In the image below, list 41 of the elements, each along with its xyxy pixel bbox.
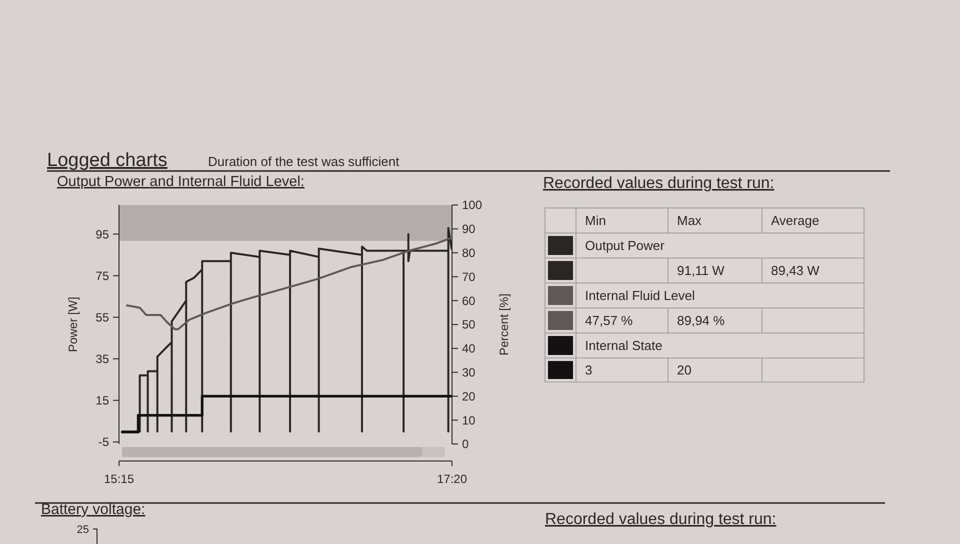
- y2-tick-label: 40: [462, 342, 476, 356]
- y-axis-title: Power [W]: [66, 296, 80, 352]
- text: 3: [585, 362, 592, 378]
- y-tick-label: 75: [96, 268, 110, 283]
- y-tick-label: 35: [96, 352, 110, 366]
- y-tick-label: 95: [96, 227, 110, 242]
- y-tick-label: -5: [98, 435, 110, 450]
- text: Duration of the test was sufficient: [208, 154, 400, 169]
- text: 91,11 W: [677, 263, 726, 278]
- y-tick-label: 55: [96, 310, 110, 324]
- text: 47,57 %: [585, 313, 634, 328]
- y2-tick-label: 50: [462, 318, 476, 332]
- text: Max: [677, 213, 702, 228]
- text: Recorded values during test run:: [543, 175, 774, 192]
- text: Recorded values during test run:: [545, 511, 776, 528]
- text: Average: [771, 213, 820, 228]
- text: 89,43 W: [771, 263, 820, 278]
- y-tick-label: 15: [96, 394, 110, 408]
- text: 25: [76, 524, 89, 536]
- y2-tick-label: 10: [462, 413, 476, 428]
- y2-tick-label: 70: [462, 270, 476, 284]
- legend-label: Output Power: [585, 238, 666, 253]
- text: Min: [585, 213, 606, 228]
- text: Battery voltage:: [41, 501, 146, 518]
- line-series: [126, 237, 451, 330]
- y2-tick-label: 90: [462, 222, 476, 236]
- y2-tick-label: 30: [462, 366, 476, 380]
- y2-tick-label: 100: [462, 198, 482, 212]
- text: 89,94 %: [677, 313, 726, 328]
- y2-tick-label: 60: [462, 294, 476, 308]
- y2-tick-label: 20: [462, 389, 476, 404]
- x-tick-label: 15:15: [104, 472, 134, 486]
- y2-tick-label: 0: [462, 437, 469, 452]
- text: 20: [677, 362, 692, 378]
- legend-label: Internal State: [585, 338, 662, 353]
- text: Logged charts: [47, 150, 168, 171]
- x-tick-label: 17:20: [436, 472, 468, 486]
- chart-title: Output Power and Internal Fluid Level:: [57, 174, 304, 190]
- y2-axis-title: Percent [%]: [497, 293, 512, 356]
- y2-tick-label: 80: [462, 246, 476, 260]
- legend-label: Internal Fluid Level: [585, 288, 695, 303]
